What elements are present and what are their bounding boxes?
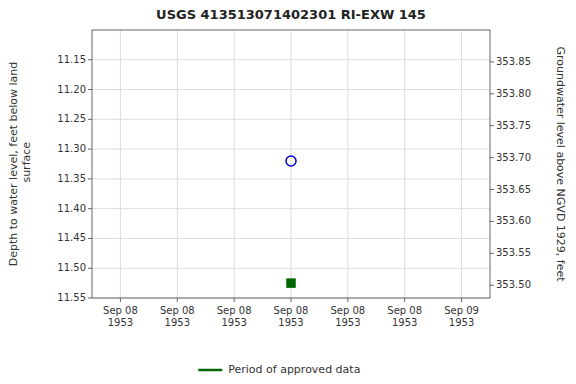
tick — [88, 89, 92, 90]
tick — [291, 298, 292, 302]
text-line: 1953 — [165, 317, 190, 328]
text-line: 1953 — [108, 317, 133, 328]
tick — [88, 238, 92, 239]
grid-line — [404, 30, 405, 298]
text-line: surface — [20, 142, 33, 186]
tick-label: 353.75 — [496, 120, 531, 131]
tick — [120, 298, 121, 302]
grid-line — [291, 30, 292, 298]
tick-label: 11.35 — [57, 173, 86, 184]
tick — [404, 298, 405, 302]
legend-swatch — [198, 369, 222, 372]
y2-axis-label: Groundwater level above NGVD 1929, feet — [554, 46, 567, 282]
tick-label: 11.20 — [57, 84, 86, 95]
tick — [88, 59, 92, 60]
text-line: 1953 — [449, 317, 474, 328]
tick-label: 11.15 — [57, 54, 86, 65]
text-line: Sep 08 — [330, 305, 365, 316]
y2-label-group: Groundwater level above NGVD 1929, feet — [554, 46, 567, 282]
tick-label: 11.25 — [57, 113, 86, 124]
tick-label: Sep 081953 — [103, 305, 138, 328]
text-line: 1953 — [392, 317, 417, 328]
legend-label: Period of approved data — [228, 363, 360, 376]
tick — [177, 298, 178, 302]
tick — [490, 285, 494, 286]
point — [287, 279, 295, 287]
tick-label: 353.85 — [496, 56, 531, 67]
tick-label: Sep 081953 — [274, 305, 309, 328]
tick — [490, 253, 494, 254]
title: USGS 413513071402301 RI-EXW 145 — [156, 7, 426, 22]
text-line: Sep 08 — [387, 305, 422, 316]
text-line: Groundwater level above NGVD 1929, feet — [554, 46, 567, 282]
tick — [88, 298, 92, 299]
tick — [88, 178, 92, 179]
x-axis: Sep 081953Sep 081953Sep 081953Sep 081953… — [103, 298, 479, 328]
grid-line — [177, 30, 178, 298]
tick — [461, 298, 462, 302]
grid — [92, 30, 490, 298]
y-label-group: Depth to water level, feet below land su… — [7, 62, 33, 267]
tick-label: 353.70 — [496, 152, 531, 163]
y-axis-label: Depth to water level, feet below land su… — [7, 62, 33, 267]
tick-label: Sep 081953 — [387, 305, 422, 328]
text-line: Sep 09 — [444, 305, 479, 316]
tick-label: 353.80 — [496, 88, 531, 99]
chart: 11.15 11.20 11.25 11.30 11.35 11.40 11.45 11.50… — [0, 0, 576, 384]
tick-label: 353.60 — [496, 215, 531, 226]
tick — [88, 119, 92, 120]
legend: Period of approved data — [198, 363, 360, 376]
text-line: 1953 — [278, 317, 303, 328]
tick-label: Sep 091953 — [444, 305, 479, 328]
y-axis: 11.15 11.20 11.25 11.30 11.35 11.40 11.45 11.50… — [57, 54, 92, 303]
tick-label: Sep 081953 — [330, 305, 365, 328]
tick — [234, 298, 235, 302]
grid-line — [461, 30, 462, 298]
tick — [88, 268, 92, 269]
grid-line — [234, 30, 235, 298]
text-line: 1953 — [221, 317, 246, 328]
text-line: Sep 08 — [274, 305, 309, 316]
tick-label: 11.55 — [57, 292, 86, 303]
tick-label: 11.30 — [57, 143, 86, 154]
text-line: Depth to water level, feet below land — [7, 62, 20, 267]
text-line: Sep 08 — [103, 305, 138, 316]
marks — [286, 156, 296, 287]
tick-label: 353.55 — [496, 247, 531, 258]
grid-line — [347, 30, 348, 298]
text-line: Sep 08 — [160, 305, 195, 316]
tick-label: 11.40 — [57, 203, 86, 214]
tick — [88, 208, 92, 209]
tick — [490, 189, 494, 190]
tick — [88, 149, 92, 150]
text-line: Sep 08 — [217, 305, 252, 316]
text-line: 1953 — [335, 317, 360, 328]
tick-label: 11.50 — [57, 262, 86, 273]
y2-axis: 353.85 353.80 353.75 353.70 353.65 353.60 353.… — [490, 56, 531, 290]
tick — [490, 125, 494, 126]
plot-frame — [92, 30, 490, 298]
tick-label: Sep 081953 — [217, 305, 252, 328]
grid-line — [120, 30, 121, 298]
tick — [490, 221, 494, 222]
tick — [490, 157, 494, 158]
point — [286, 156, 296, 166]
tick-label: 353.50 — [496, 279, 531, 290]
tick — [490, 61, 494, 62]
tick — [490, 93, 494, 94]
tick-label: Sep 081953 — [160, 305, 195, 328]
tick-label: 11.45 — [57, 232, 86, 243]
tick — [347, 298, 348, 302]
tick-label: 353.65 — [496, 184, 531, 195]
